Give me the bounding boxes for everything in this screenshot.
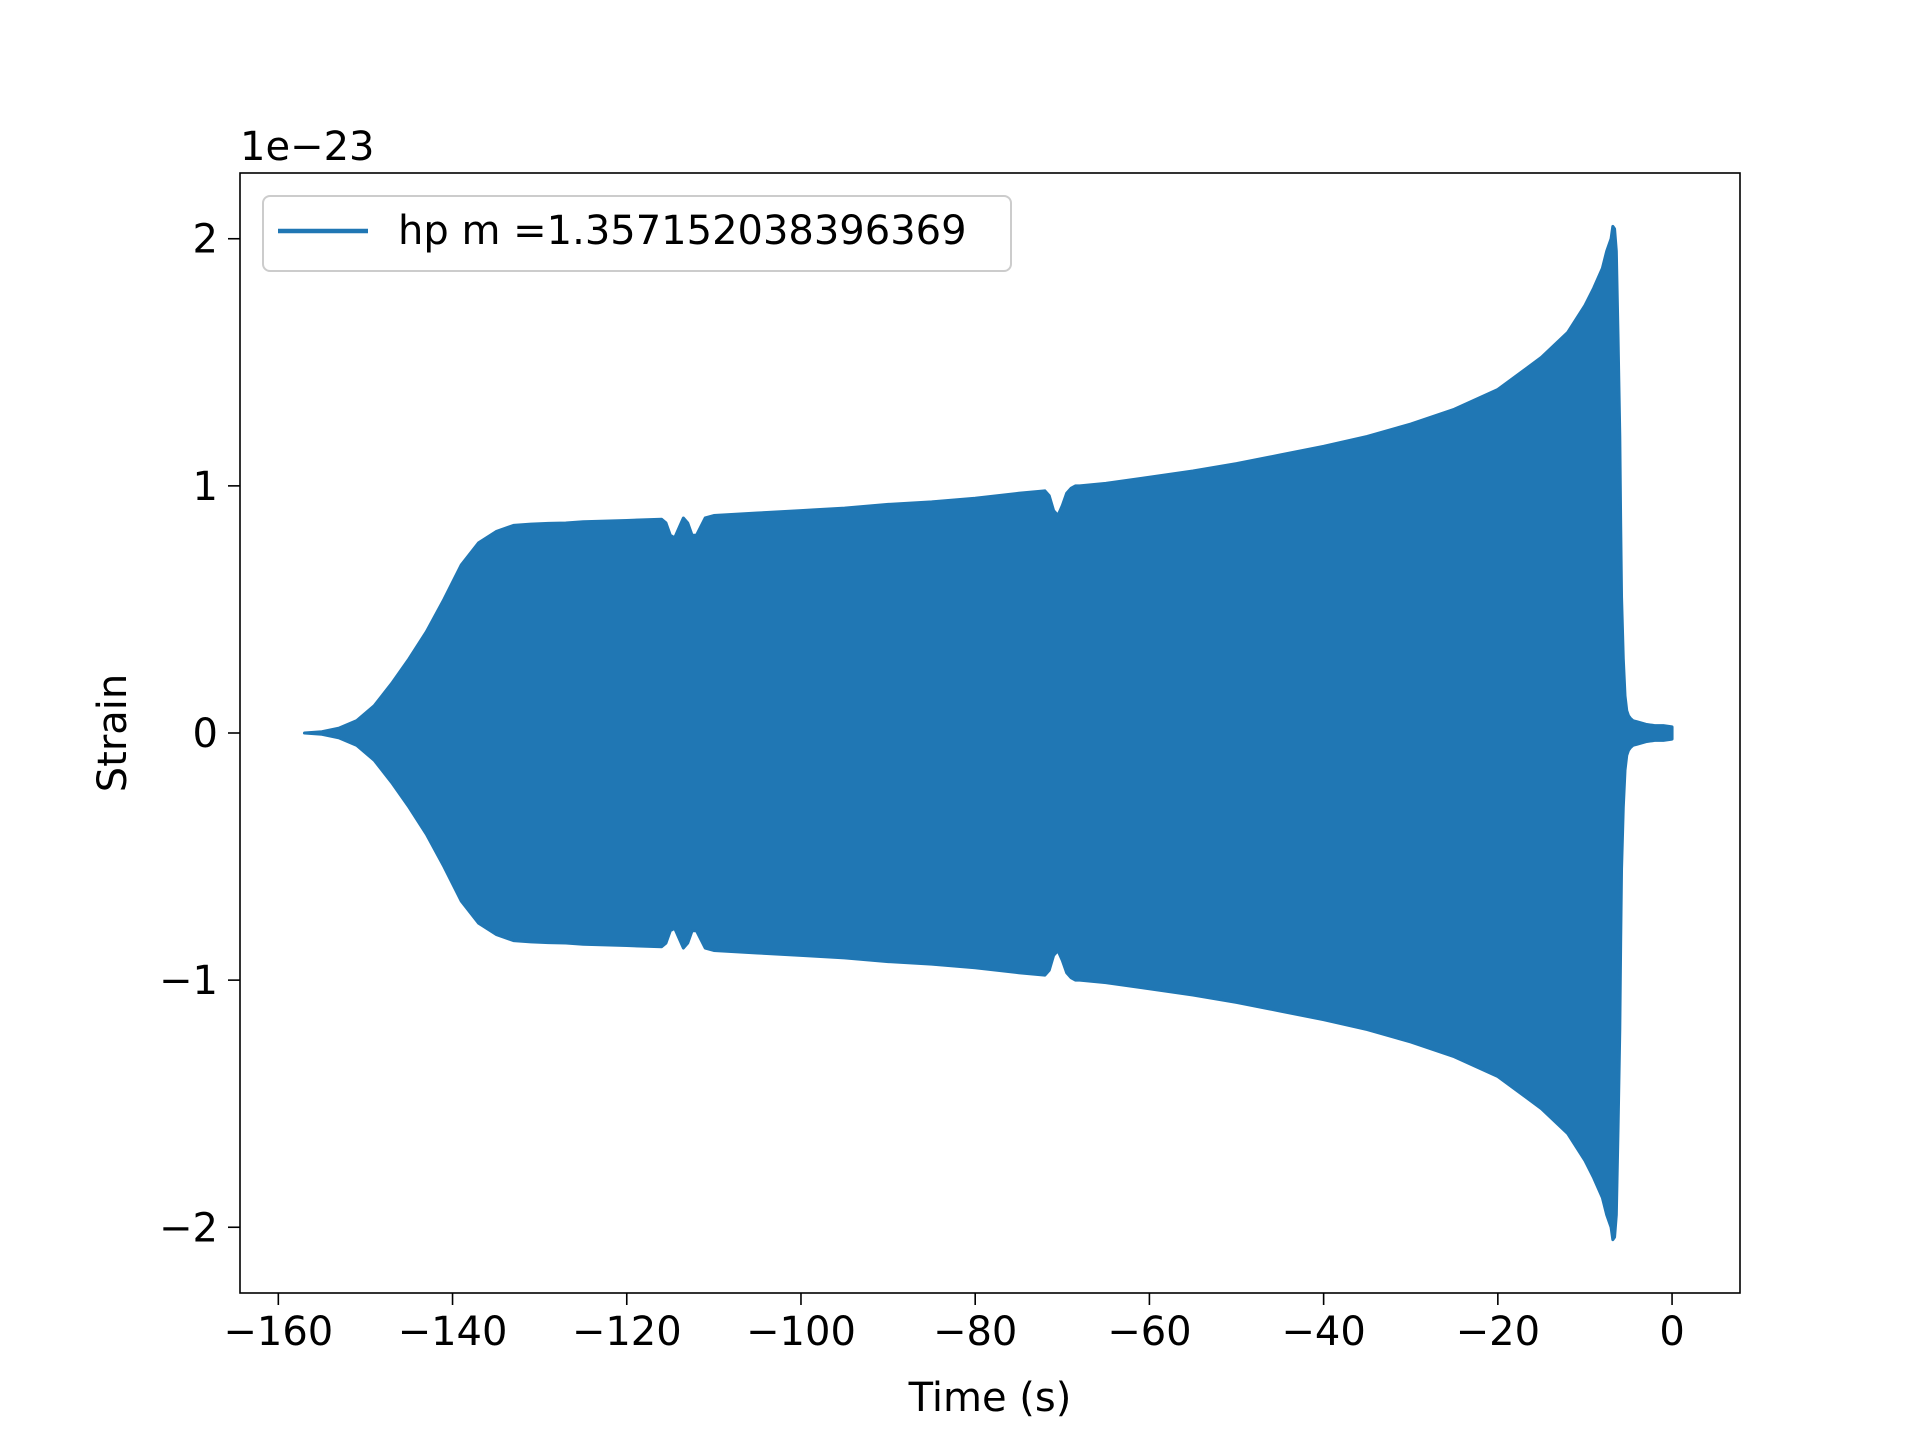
y-tick-label: 2: [193, 217, 218, 263]
series-layer: [302, 224, 1674, 1242]
x-tick-label: −140: [398, 1309, 508, 1355]
legend-label: hp m =1.357152038396369: [398, 208, 967, 254]
x-tick-label: 0: [1659, 1309, 1684, 1355]
x-tick-label: −100: [746, 1309, 856, 1355]
y-scale-label: 1e−23: [240, 124, 374, 170]
y-axis-label: Strain: [90, 674, 136, 793]
x-tick-label: −80: [933, 1309, 1017, 1355]
y-tick-label: 1: [193, 464, 218, 510]
x-tick-label: −120: [572, 1309, 682, 1355]
legend-box: [262, 195, 1012, 272]
y-tick-label: −2: [159, 1205, 218, 1251]
x-axis-label: Time (s): [908, 1375, 1072, 1421]
y-axis: 2 1 0 −1 −2: [159, 217, 240, 1251]
x-tick-label: −160: [223, 1309, 333, 1355]
x-tick-label: −20: [1456, 1309, 1540, 1355]
legend: hp m =1.357152038396369: [262, 195, 1012, 272]
y-tick-label: 0: [193, 711, 218, 757]
x-tick-label: −60: [1107, 1309, 1191, 1355]
x-tick-label: −40: [1281, 1309, 1365, 1355]
series-hp-waveform: [302, 224, 1674, 1242]
x-axis: −160 −140 −120 −100 −80 −60 −40 −20 0: [223, 1293, 1685, 1355]
y-tick-label: −1: [159, 958, 218, 1004]
